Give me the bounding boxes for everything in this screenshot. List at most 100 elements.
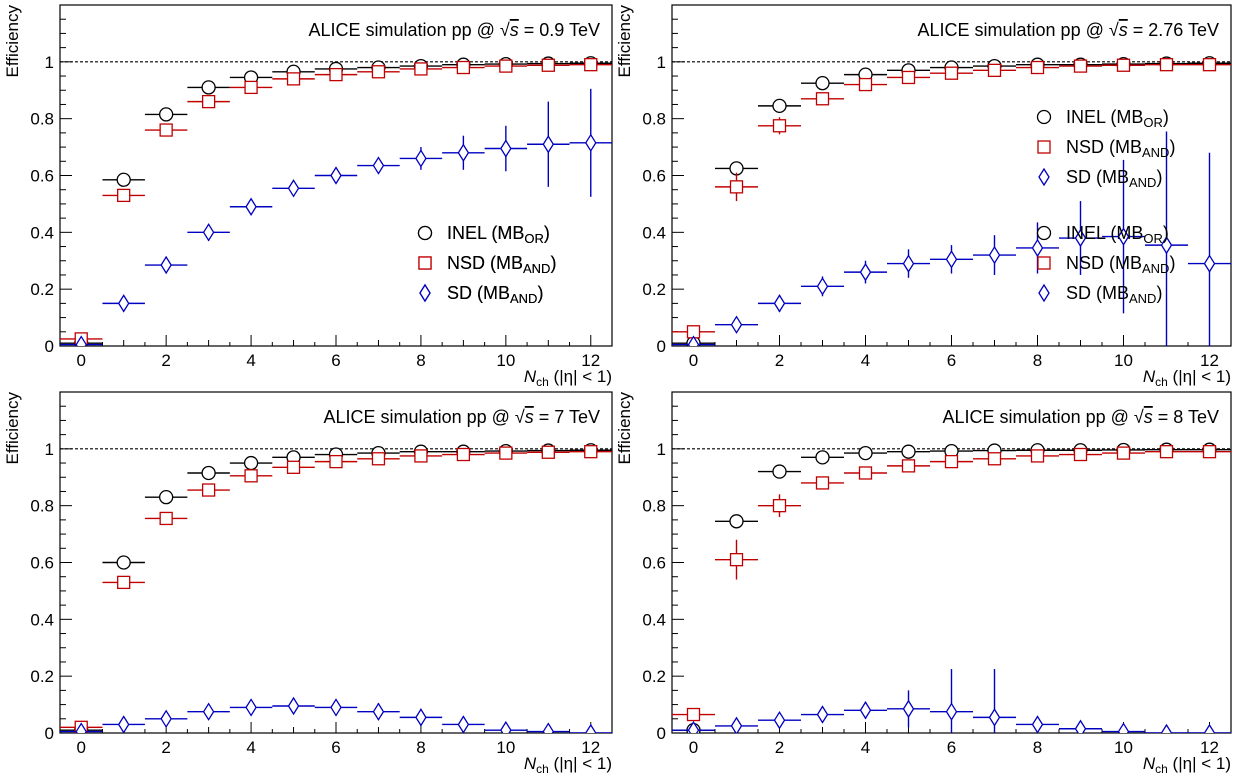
legend-entry-nsd: NSD (MBAND)	[1037, 137, 1175, 160]
chart-title: ALICE simulation pp @ √s = 7 TeV	[324, 407, 600, 427]
data-point	[815, 92, 830, 106]
legend-label-subscript: OR	[524, 231, 544, 246]
data-point	[371, 65, 386, 79]
data-point	[585, 133, 597, 153]
legend-label: INEL (MBOR)	[447, 223, 550, 246]
data-point	[1160, 235, 1173, 255]
chart-title-sqrt: √	[1134, 407, 1144, 427]
data-point	[499, 59, 513, 73]
data-point	[75, 335, 87, 346]
data-point	[1202, 445, 1217, 459]
legend-label-subscript: OR	[524, 231, 544, 246]
data-point	[1159, 58, 1174, 72]
legend-marker	[417, 225, 433, 241]
y-tick-label: 0.8	[30, 110, 54, 129]
data-point	[988, 245, 1001, 265]
x-tick-label: 6	[331, 351, 340, 370]
data-point	[858, 77, 873, 92]
x-tick-label: 6	[947, 738, 956, 757]
data-point	[456, 60, 471, 75]
x-tick-label: 10	[496, 738, 515, 757]
y-tick-label: 1	[657, 53, 666, 72]
data-point	[1203, 254, 1216, 273]
data-point	[541, 58, 555, 72]
data-point	[371, 452, 386, 466]
series-sd	[60, 88, 612, 346]
data-point	[201, 483, 216, 497]
legend-label-subscript: OR	[1143, 115, 1163, 130]
x-axis-label-symbol: N	[1143, 367, 1156, 386]
y-tick-label: 0.6	[642, 554, 666, 573]
chart-title-s: s	[510, 20, 519, 40]
data-point	[1031, 715, 1044, 733]
legend-marker	[1038, 283, 1050, 303]
y-tick-label: 0.8	[30, 497, 54, 516]
legend-label-close: )	[550, 253, 556, 273]
y-axis-label: Efficiency	[3, 392, 22, 465]
x-axis-label-symbol: N	[524, 367, 537, 386]
legend-label-close: )	[1156, 167, 1162, 187]
y-tick-label: 0.4	[30, 610, 54, 629]
data-point	[329, 454, 343, 469]
legend-label-name: SD (MB	[447, 283, 510, 303]
chart-panel-1: 0 2 4 6 8 10 12 0 0.2 0.4 0.6 0.8 1 Efficiency Nch (|η…	[3, 4, 613, 389]
x-tick-label: 6	[947, 351, 956, 370]
data-point	[584, 445, 598, 459]
data-point	[159, 107, 174, 122]
chart-title: ALICE simulation pp @ √s = 0.9 TeV	[309, 20, 600, 40]
x-tick-label: 2	[161, 738, 170, 757]
legend-label-name: NSD (MB	[447, 253, 523, 273]
y-tick-label: 0	[657, 337, 666, 356]
legend-label: NSD (MBAND)	[447, 253, 556, 276]
x-tick-label: 4	[246, 351, 255, 370]
chart-title-sqrt: √	[1109, 20, 1119, 40]
data-point	[457, 143, 470, 162]
chart-title: ALICE simulation pp @ √s = 8 TeV	[943, 407, 1219, 427]
x-tick-label: 8	[416, 351, 425, 370]
legend-marker	[1038, 167, 1050, 187]
x-tick-label: 4	[861, 738, 870, 757]
data-point	[1074, 228, 1087, 248]
legend-marker	[1036, 109, 1052, 125]
y-tick-label: 0.4	[642, 223, 666, 242]
data-point	[1074, 719, 1087, 733]
data-point	[499, 446, 513, 460]
data-point	[159, 123, 173, 137]
legend-label-subscript: OR	[1143, 231, 1163, 246]
chart-panel-3: 0 2 4 6 8 10 12 0 0.2 0.4 0.6 0.8 1 Efficiency Nch (|η…	[3, 223, 613, 776]
y-tick-label: 0.2	[30, 280, 54, 299]
data-point	[415, 149, 427, 168]
legend-label-name: INEL (MB	[447, 223, 524, 243]
x-tick-label: 12	[581, 351, 600, 370]
legend-label-name: SD (MB	[1066, 167, 1129, 187]
data-point	[329, 67, 343, 82]
y-axis-label: Efficiency	[615, 392, 634, 465]
data-point	[730, 315, 743, 334]
data-point	[541, 445, 555, 459]
y-tick-label: 0.2	[642, 667, 666, 686]
legend: INEL (MBOR)NSD (MBAND)SD (MBAND)	[1036, 223, 1175, 306]
data-point	[772, 499, 787, 513]
legend-marker	[419, 283, 431, 303]
data-point	[815, 75, 830, 91]
y-tick-label: 0.6	[30, 554, 54, 573]
series-sd	[672, 131, 1231, 346]
data-point	[858, 445, 873, 461]
legend: INEL (MBOR)NSD (MBAND)SD (MBAND)	[417, 223, 556, 306]
data-point	[729, 180, 744, 194]
legend-label: SD (MBAND)	[1066, 283, 1162, 306]
x-axis-label-subscript: ch	[536, 762, 549, 776]
series-nsd	[60, 58, 612, 346]
x-axis-label-subscript: ch	[1155, 375, 1168, 389]
y-tick-label: 0.8	[642, 497, 666, 516]
data-point	[1116, 58, 1131, 72]
data-point	[729, 553, 744, 567]
y-tick-label: 1	[45, 53, 54, 72]
legend-label-close: )	[550, 253, 556, 273]
x-axis-label: Nch (|η| < 1)	[524, 367, 612, 389]
data-point	[117, 575, 131, 590]
chart-title-s: s	[1119, 20, 1128, 40]
y-tick-label: 0.8	[642, 110, 666, 129]
data-point	[687, 720, 700, 733]
